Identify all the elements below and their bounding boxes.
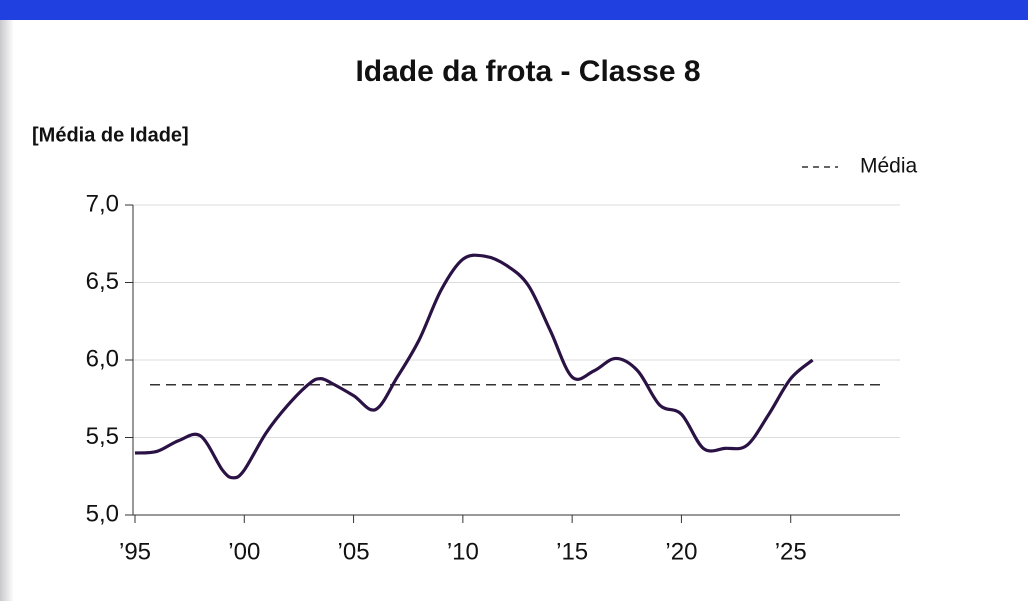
x-tick-label: ’00 <box>228 538 260 565</box>
y-tick-label: 7,0 <box>86 190 119 217</box>
y-tick-label: 5,0 <box>86 500 119 527</box>
legend-label: Média <box>860 155 918 178</box>
y-tick-label: 6,0 <box>86 345 119 372</box>
data-line <box>134 253 814 480</box>
x-tick-label: ’95 <box>119 538 151 565</box>
x-tick-label: ’15 <box>556 538 588 565</box>
side-strip <box>0 20 14 601</box>
y-tick-label: 6,5 <box>86 268 119 295</box>
x-tick-label: ’25 <box>775 538 807 565</box>
y-tick-label: 5,5 <box>86 423 119 450</box>
x-tick-label: ’10 <box>447 538 479 565</box>
x-tick-label: ’20 <box>665 538 697 565</box>
x-tick-label: ’05 <box>338 538 370 565</box>
chart-title: Idade da frota - Classe 8 <box>355 55 700 88</box>
y-axis-label: [Média de Idade] <box>32 124 189 146</box>
top-bar <box>0 0 1028 20</box>
